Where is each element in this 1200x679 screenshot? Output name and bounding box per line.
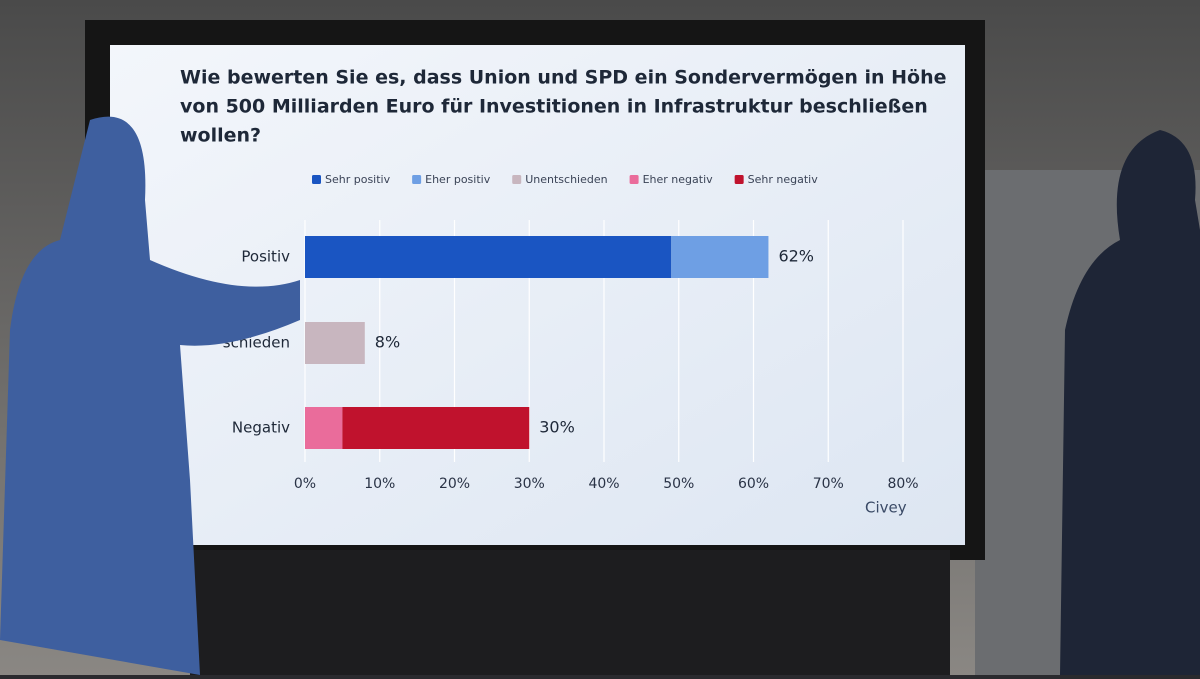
legend-label: Eher positiv <box>425 173 491 186</box>
chart-title: von 500 Milliarden Euro für Investitione… <box>180 96 928 118</box>
bar-segment <box>305 407 343 449</box>
bar-segment <box>305 322 365 364</box>
x-tick-label: 0% <box>294 476 316 492</box>
x-tick-label: 50% <box>663 476 694 492</box>
bar-segment <box>671 236 769 278</box>
category-label: Positiv <box>241 248 290 266</box>
x-tick-label: 10% <box>364 476 395 492</box>
legend-swatch <box>512 175 522 184</box>
legend-label: Unentschieden <box>525 173 607 186</box>
bar-segment <box>305 236 672 278</box>
legend-label: Sehr positiv <box>325 173 391 186</box>
x-tick-label: 60% <box>738 476 769 492</box>
presenter-right <box>1060 130 1200 675</box>
x-tick-label: 70% <box>813 476 844 492</box>
total-label: 30% <box>539 418 575 437</box>
legend-swatch <box>412 175 422 184</box>
total-label: 8% <box>375 333 400 352</box>
legend-label: Eher negativ <box>643 173 714 186</box>
x-tick-label: 20% <box>439 476 470 492</box>
x-tick-label: 80% <box>887 476 918 492</box>
legend-swatch <box>312 175 321 184</box>
x-tick-label: 30% <box>514 476 545 492</box>
legend-label: Sehr negativ <box>748 173 819 186</box>
source: Civey <box>865 499 907 517</box>
bar-segment <box>342 407 530 449</box>
chart-title: wollen? <box>180 125 261 147</box>
x-tick-label: 40% <box>588 476 619 492</box>
screen-stand <box>190 550 950 675</box>
chart: Wie bewerten Sie es, dass Union und SPD … <box>180 67 947 517</box>
total-label: 62% <box>778 247 814 266</box>
legend-swatch <box>629 175 639 184</box>
presenter-left <box>0 116 300 675</box>
chart-title: Wie bewerten Sie es, dass Union und SPD … <box>180 67 947 89</box>
category-label: Negativ <box>232 419 290 437</box>
legend-swatch <box>734 175 744 184</box>
